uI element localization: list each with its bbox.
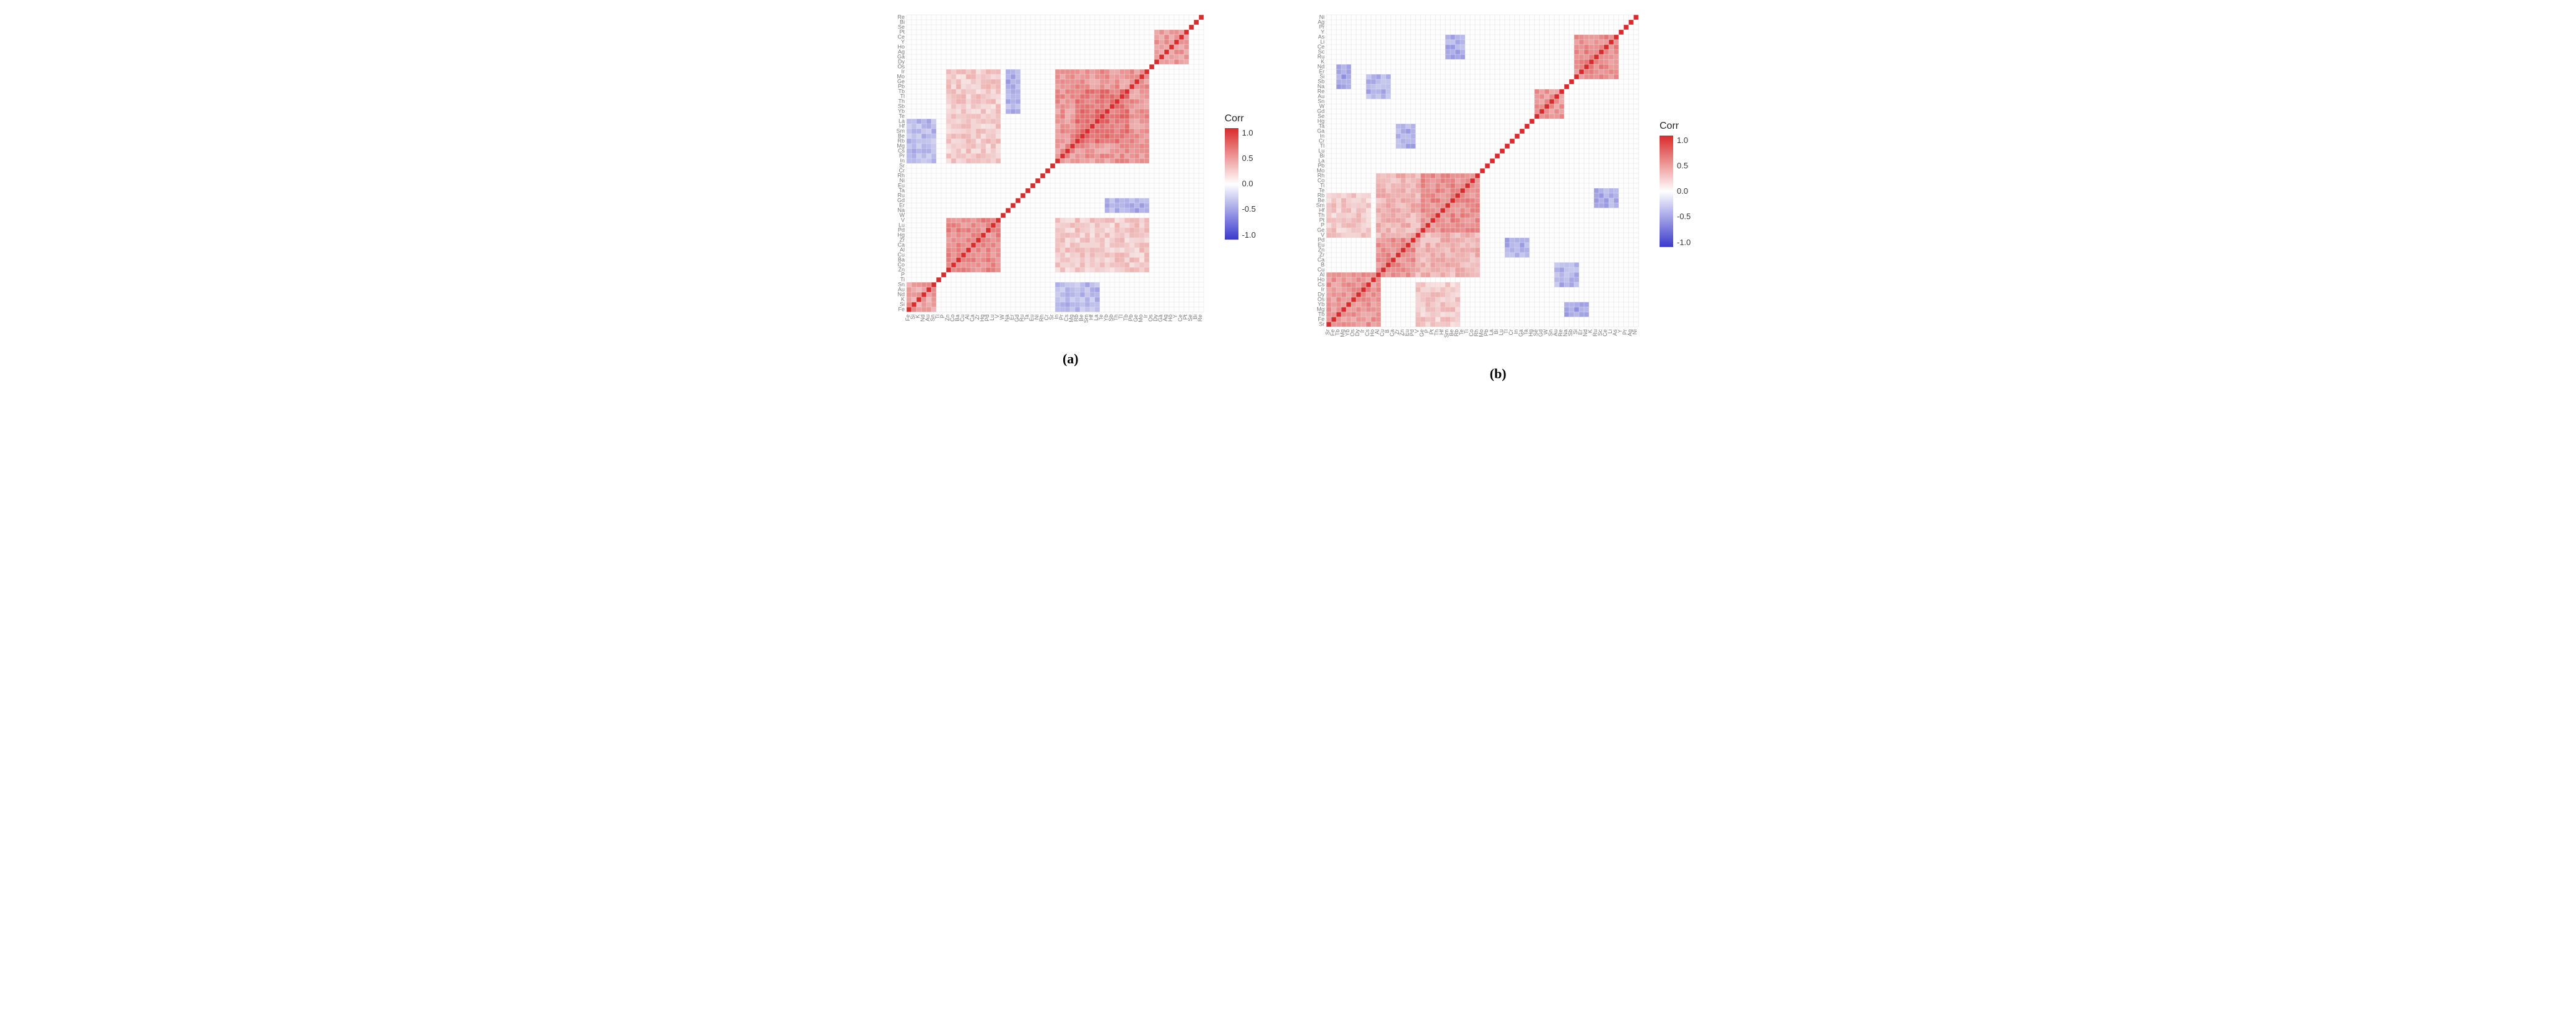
heatmap-svg: SrFeTbMgYbOsDyIrCsHoAlCuBCaZrZnEuPdVGePP… <box>1305 12 1641 352</box>
panel-b-row: SrFeTbMgYbOsDyIrCsHoAlCuBCaZrZnEuPdVGePP… <box>1305 12 1690 355</box>
heatmap-b: SrFeTbMgYbOsDyIrCsHoAlCuBCaZrZnEuPdVGePP… <box>1305 12 1641 355</box>
caption-b: (b) <box>1490 366 1507 382</box>
legend-bar-a <box>1225 128 1238 240</box>
heatmap-a: FeSiKNdAuSnTiPZnCoBaCuAlCaZrHgPdLuVWNaEr… <box>886 12 1206 340</box>
y-label: Re <box>897 14 905 20</box>
caption-a: (a) <box>1063 351 1079 367</box>
legend-ticks-a: 1.0 0.5 0.0 -0.5 -1.0 <box>1242 128 1256 240</box>
x-label: Ni <box>1632 329 1638 335</box>
heatmap-svg: FeSiKNdAuSnTiPZnCoBaCuAlCaZrHgPdLuVWNaEr… <box>886 12 1206 337</box>
y-label: Ni <box>1320 14 1325 20</box>
legend-ticks-b: 1.0 0.5 0.0 -0.5 -1.0 <box>1677 136 1690 247</box>
legend-tick: -1.0 <box>1677 238 1690 247</box>
legend-tick: 0.0 <box>1677 186 1690 196</box>
legend-title-a: Corr <box>1225 113 1244 124</box>
legend-tick: -1.0 <box>1242 230 1256 240</box>
legend-bar-b <box>1660 136 1673 247</box>
legend-tick: 1.0 <box>1242 128 1256 137</box>
panel-a: FeSiKNdAuSnTiPZnCoBaCuAlCaZrHgPdLuVWNaEr… <box>886 12 1256 367</box>
legend-tick: -0.5 <box>1677 212 1690 221</box>
legend-tick: -0.5 <box>1242 204 1256 214</box>
legend-b: Corr 1.0 0.5 0.0 -0.5 -1.0 <box>1660 121 1690 247</box>
panel-a-row: FeSiKNdAuSnTiPZnCoBaCuAlCaZrHgPdLuVWNaEr… <box>886 12 1256 340</box>
legend-title-b: Corr <box>1660 121 1679 132</box>
legend-a: Corr 1.0 0.5 0.0 -0.5 -1.0 <box>1225 113 1256 240</box>
panel-b: SrFeTbMgYbOsDyIrCsHoAlCuBCaZrZnEuPdVGePP… <box>1305 12 1690 382</box>
legend-tick: 0.5 <box>1677 161 1690 170</box>
legend-tick: 1.0 <box>1677 136 1690 145</box>
x-label: Re <box>1196 314 1203 322</box>
legend-tick: 0.5 <box>1242 154 1256 163</box>
legend-tick: 0.0 <box>1242 179 1256 188</box>
